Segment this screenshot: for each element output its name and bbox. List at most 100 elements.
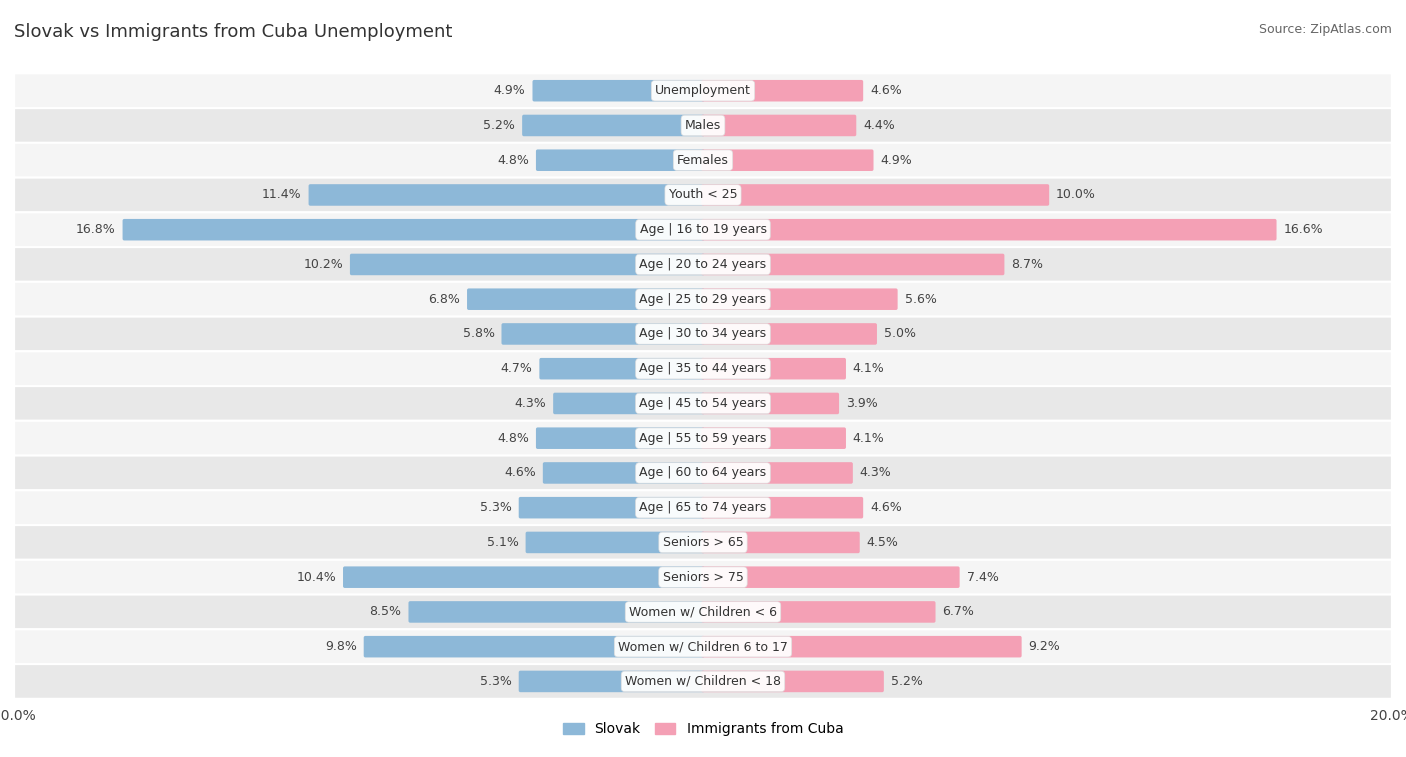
FancyBboxPatch shape: [702, 671, 884, 692]
FancyBboxPatch shape: [14, 282, 1392, 316]
FancyBboxPatch shape: [14, 560, 1392, 594]
Text: 9.8%: 9.8%: [325, 640, 357, 653]
FancyBboxPatch shape: [702, 601, 935, 623]
Text: Age | 35 to 44 years: Age | 35 to 44 years: [640, 362, 766, 375]
FancyBboxPatch shape: [14, 421, 1392, 456]
Text: 4.9%: 4.9%: [880, 154, 912, 167]
FancyBboxPatch shape: [702, 393, 839, 414]
Text: Age | 60 to 64 years: Age | 60 to 64 years: [640, 466, 766, 479]
FancyBboxPatch shape: [14, 73, 1392, 108]
FancyBboxPatch shape: [364, 636, 704, 657]
Text: 9.2%: 9.2%: [1029, 640, 1060, 653]
Text: Females: Females: [678, 154, 728, 167]
FancyBboxPatch shape: [702, 288, 897, 310]
Text: Slovak vs Immigrants from Cuba Unemployment: Slovak vs Immigrants from Cuba Unemploym…: [14, 23, 453, 41]
FancyBboxPatch shape: [702, 428, 846, 449]
Text: Women w/ Children < 18: Women w/ Children < 18: [626, 675, 780, 688]
FancyBboxPatch shape: [702, 80, 863, 101]
FancyBboxPatch shape: [702, 115, 856, 136]
Text: Seniors > 75: Seniors > 75: [662, 571, 744, 584]
FancyBboxPatch shape: [14, 491, 1392, 525]
FancyBboxPatch shape: [14, 664, 1392, 699]
Text: Age | 30 to 34 years: Age | 30 to 34 years: [640, 328, 766, 341]
FancyBboxPatch shape: [533, 80, 704, 101]
Text: 16.6%: 16.6%: [1284, 223, 1323, 236]
Text: 4.1%: 4.1%: [853, 431, 884, 444]
FancyBboxPatch shape: [519, 497, 704, 519]
FancyBboxPatch shape: [540, 358, 704, 379]
FancyBboxPatch shape: [14, 629, 1392, 664]
FancyBboxPatch shape: [702, 636, 1022, 657]
Text: 5.3%: 5.3%: [479, 501, 512, 514]
Text: 4.9%: 4.9%: [494, 84, 526, 97]
FancyBboxPatch shape: [502, 323, 704, 344]
Text: Unemployment: Unemployment: [655, 84, 751, 97]
FancyBboxPatch shape: [14, 247, 1392, 282]
FancyBboxPatch shape: [14, 143, 1392, 178]
Text: 5.2%: 5.2%: [891, 675, 922, 688]
Text: 4.8%: 4.8%: [498, 431, 529, 444]
Text: 6.7%: 6.7%: [942, 606, 974, 618]
Text: 4.3%: 4.3%: [859, 466, 891, 479]
FancyBboxPatch shape: [14, 456, 1392, 491]
Text: 4.4%: 4.4%: [863, 119, 896, 132]
Text: 4.1%: 4.1%: [853, 362, 884, 375]
Text: 4.6%: 4.6%: [505, 466, 536, 479]
Text: Age | 16 to 19 years: Age | 16 to 19 years: [640, 223, 766, 236]
FancyBboxPatch shape: [543, 463, 704, 484]
FancyBboxPatch shape: [409, 601, 704, 623]
Text: Youth < 25: Youth < 25: [669, 188, 737, 201]
FancyBboxPatch shape: [14, 525, 1392, 560]
Text: Women w/ Children < 6: Women w/ Children < 6: [628, 606, 778, 618]
Text: Source: ZipAtlas.com: Source: ZipAtlas.com: [1258, 23, 1392, 36]
Text: Age | 20 to 24 years: Age | 20 to 24 years: [640, 258, 766, 271]
FancyBboxPatch shape: [350, 254, 704, 276]
Text: 4.7%: 4.7%: [501, 362, 533, 375]
FancyBboxPatch shape: [702, 184, 1049, 206]
FancyBboxPatch shape: [536, 428, 704, 449]
Text: 7.4%: 7.4%: [966, 571, 998, 584]
Text: 4.5%: 4.5%: [866, 536, 898, 549]
Text: Age | 65 to 74 years: Age | 65 to 74 years: [640, 501, 766, 514]
FancyBboxPatch shape: [702, 254, 1004, 276]
FancyBboxPatch shape: [14, 594, 1392, 629]
Text: 4.6%: 4.6%: [870, 84, 901, 97]
Text: 10.2%: 10.2%: [304, 258, 343, 271]
FancyBboxPatch shape: [702, 358, 846, 379]
Text: Age | 45 to 54 years: Age | 45 to 54 years: [640, 397, 766, 410]
Text: 11.4%: 11.4%: [262, 188, 302, 201]
FancyBboxPatch shape: [467, 288, 704, 310]
FancyBboxPatch shape: [702, 566, 960, 588]
FancyBboxPatch shape: [519, 671, 704, 692]
Text: 5.6%: 5.6%: [904, 293, 936, 306]
FancyBboxPatch shape: [14, 178, 1392, 212]
Legend: Slovak, Immigrants from Cuba: Slovak, Immigrants from Cuba: [557, 716, 849, 742]
FancyBboxPatch shape: [14, 108, 1392, 143]
Text: 10.4%: 10.4%: [297, 571, 336, 584]
FancyBboxPatch shape: [536, 149, 704, 171]
Text: 5.8%: 5.8%: [463, 328, 495, 341]
FancyBboxPatch shape: [702, 463, 853, 484]
FancyBboxPatch shape: [553, 393, 704, 414]
Text: 5.0%: 5.0%: [884, 328, 915, 341]
Text: 16.8%: 16.8%: [76, 223, 115, 236]
FancyBboxPatch shape: [522, 115, 704, 136]
FancyBboxPatch shape: [702, 497, 863, 519]
Text: Age | 55 to 59 years: Age | 55 to 59 years: [640, 431, 766, 444]
FancyBboxPatch shape: [122, 219, 704, 241]
FancyBboxPatch shape: [14, 351, 1392, 386]
Text: Women w/ Children 6 to 17: Women w/ Children 6 to 17: [619, 640, 787, 653]
Text: 5.2%: 5.2%: [484, 119, 515, 132]
Text: 5.3%: 5.3%: [479, 675, 512, 688]
Text: 8.7%: 8.7%: [1011, 258, 1043, 271]
FancyBboxPatch shape: [702, 531, 859, 553]
FancyBboxPatch shape: [702, 219, 1277, 241]
Text: 4.8%: 4.8%: [498, 154, 529, 167]
FancyBboxPatch shape: [14, 386, 1392, 421]
FancyBboxPatch shape: [702, 149, 873, 171]
Text: Seniors > 65: Seniors > 65: [662, 536, 744, 549]
FancyBboxPatch shape: [343, 566, 704, 588]
Text: 3.9%: 3.9%: [846, 397, 877, 410]
FancyBboxPatch shape: [14, 316, 1392, 351]
Text: Males: Males: [685, 119, 721, 132]
